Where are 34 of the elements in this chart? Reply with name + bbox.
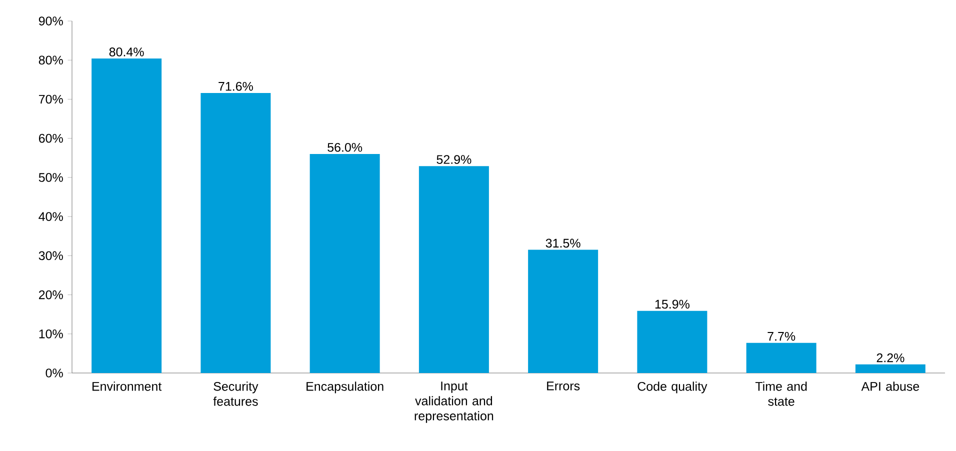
y-tick-label: 50% [38,173,63,182]
y-tick-label: 60% [38,134,63,143]
bar [200,92,271,373]
x-tick-label: Security features [213,382,258,406]
data-label: 15.9% [655,300,690,309]
x-tick-label: Encapsulation [306,382,384,394]
y-tick-label: 40% [38,212,63,221]
x-tick-label: Time and state [755,382,807,406]
y-tick-label: 10% [39,329,63,338]
x-tick-label: API abuse [861,382,920,391]
bar [310,154,380,373]
data-label: 52.9% [436,155,472,164]
y-tick-label: 30% [38,251,63,260]
data-label: 7.7% [768,332,796,341]
y-tick-label: 0% [46,368,63,378]
data-label: 71.6% [218,82,253,91]
data-label: 2.2% [876,353,904,362]
bar [855,364,926,373]
bar [418,166,489,373]
x-tick-label: Errors [547,382,580,390]
y-tick-label: 70% [38,94,63,104]
data-label: 80.4% [109,48,144,56]
bar [637,310,708,373]
data-label: 31.5% [546,238,580,248]
bar [746,342,816,373]
y-tick-label: 90% [38,16,63,26]
x-tick-label: Environment [92,382,162,391]
x-tick-label: Code quality [638,382,708,394]
x-tick-label: Input validation and representation [414,382,494,423]
y-tick-label: 20% [38,290,63,300]
y-tick-label: 80% [38,56,63,65]
data-label: 56.0% [328,142,362,152]
bar [92,58,162,373]
bar [528,250,598,373]
